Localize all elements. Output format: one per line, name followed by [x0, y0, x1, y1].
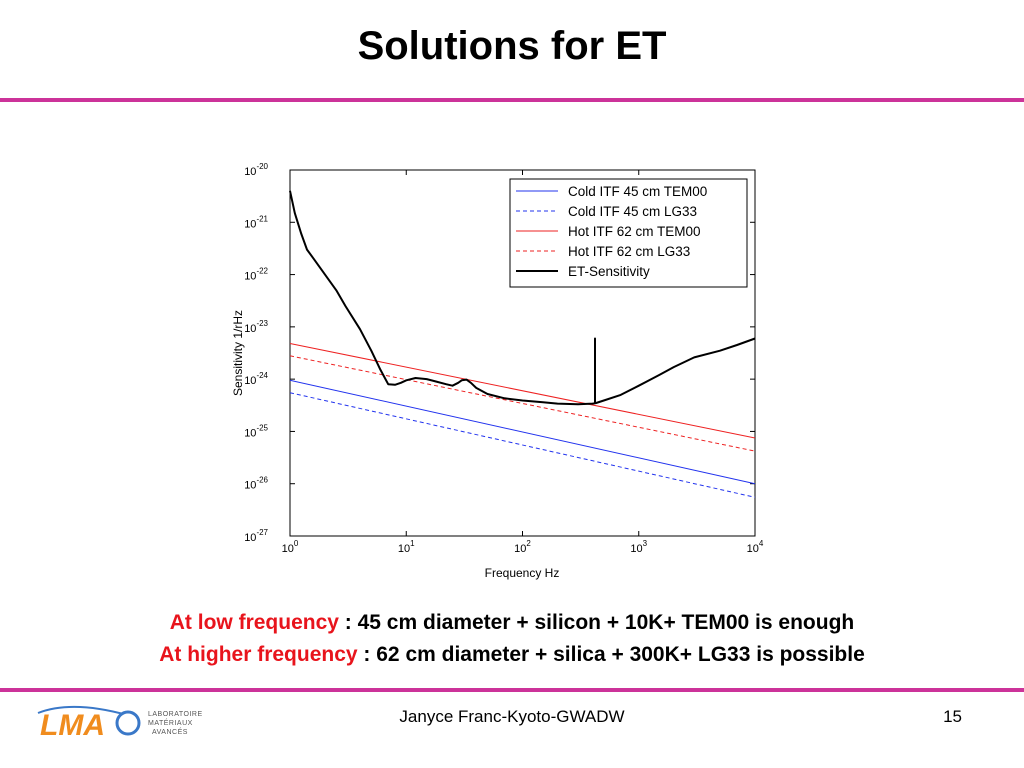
series-line-1	[289, 379, 756, 485]
x-tick-exponent: 1	[410, 539, 415, 548]
y-tick-base: 10	[244, 375, 256, 387]
y-tick-exponent: -26	[256, 476, 268, 485]
y-tick-base: 10	[244, 323, 256, 335]
caption-higher-frequency: At higher frequency : 62 cm diameter + s…	[0, 643, 1024, 667]
caption-highlight: At low frequency	[169, 611, 339, 634]
y-tick-label: 10-25	[244, 423, 268, 439]
y-tick-exponent: -25	[256, 423, 268, 432]
y-tick-label: 10-26	[244, 476, 268, 492]
y-tick-exponent: -20	[256, 162, 268, 171]
y-tick-exponent: -24	[256, 371, 268, 380]
y-axis-label: Sensitivity 1/rHz	[231, 310, 245, 396]
chart-legend: Cold ITF 45 cm TEM00 Cold ITF 45 cm LG33 H…	[509, 178, 748, 288]
x-tick-label: 104	[747, 539, 764, 555]
logo-globe	[115, 710, 141, 736]
y-tick-base: 10	[244, 480, 256, 492]
y-tick-base: 10	[244, 532, 256, 544]
caption-text: : 62 cm diameter + silica + 300K+ LG33 i…	[357, 643, 865, 666]
series-line-4	[289, 355, 756, 452]
x-tick-label: 102	[514, 539, 531, 555]
page-number: 15	[943, 707, 962, 726]
sensitivity-chart: 100 101 102 103 10410-2010-2110-2210-2310-24…	[231, 162, 764, 580]
legend-label: Cold ITF 45 cm TEM00	[568, 184, 707, 199]
logo-line2: MATÉRIAUX	[148, 718, 193, 727]
y-tick-base: 10	[244, 271, 256, 283]
legend-label: Hot ITF 62 cm TEM00	[568, 224, 701, 239]
x-tick-base: 10	[514, 543, 526, 555]
x-tick-exponent: 4	[759, 539, 764, 548]
x-tick-label: 100	[282, 539, 299, 555]
y-tick-label: 10-27	[244, 528, 268, 544]
x-tick-base: 10	[630, 543, 642, 555]
y-tick-label: 10-20	[244, 162, 268, 178]
x-tick-label: 103	[630, 539, 647, 555]
series-line-5	[289, 190, 756, 406]
series-line-3	[289, 343, 756, 439]
bottom-divider	[0, 688, 1024, 692]
y-tick-exponent: -21	[256, 214, 268, 223]
x-tick-exponent: 2	[526, 539, 531, 548]
lma-logo: LMA LABORATOIRE MATÉRIAUX AVANCÉS	[37, 705, 203, 742]
y-tick-label: 10-21	[244, 214, 268, 230]
legend-label: ET-Sensitivity	[568, 264, 650, 279]
caption-text: : 45 cm diameter + silicon + 10K+ TEM00 …	[338, 611, 855, 634]
legend-box	[509, 178, 748, 288]
logo-line1: LABORATOIRE	[148, 711, 203, 718]
slide-title: Solutions for ET	[357, 24, 667, 68]
y-tick-exponent: -22	[256, 267, 268, 276]
caption-highlight: At higher frequency	[159, 643, 358, 666]
y-tick-base: 10	[244, 427, 256, 439]
legend-label: Hot ITF 62 cm LG33	[568, 244, 690, 259]
y-tick-label: 10-23	[244, 319, 268, 335]
y-tick-label: 10-22	[244, 267, 268, 283]
x-tick-base: 10	[398, 543, 410, 555]
x-tick-base: 10	[282, 543, 294, 555]
footer-author: Janyce Franc-Kyoto-GWADW	[399, 707, 625, 726]
x-tick-base: 10	[747, 543, 759, 555]
y-tick-exponent: -27	[256, 528, 268, 537]
y-tick-label: 10-24	[244, 371, 268, 387]
logo-letters: LMA	[40, 709, 105, 742]
caption-low-frequency: At low frequency : 45 cm diameter + sili…	[0, 611, 1024, 635]
x-tick-exponent: 0	[294, 539, 299, 548]
top-divider	[0, 98, 1024, 102]
logo-line3: AVANCÉS	[152, 727, 188, 736]
series-line-2	[289, 392, 756, 498]
x-tick-label: 101	[398, 539, 415, 555]
y-tick-base: 10	[244, 166, 256, 178]
legend-label: Cold ITF 45 cm LG33	[568, 204, 697, 219]
x-axis-label: Frequency Hz	[485, 566, 560, 580]
x-tick-exponent: 3	[643, 539, 648, 548]
y-tick-base: 10	[244, 218, 256, 230]
y-tick-exponent: -23	[256, 319, 268, 328]
